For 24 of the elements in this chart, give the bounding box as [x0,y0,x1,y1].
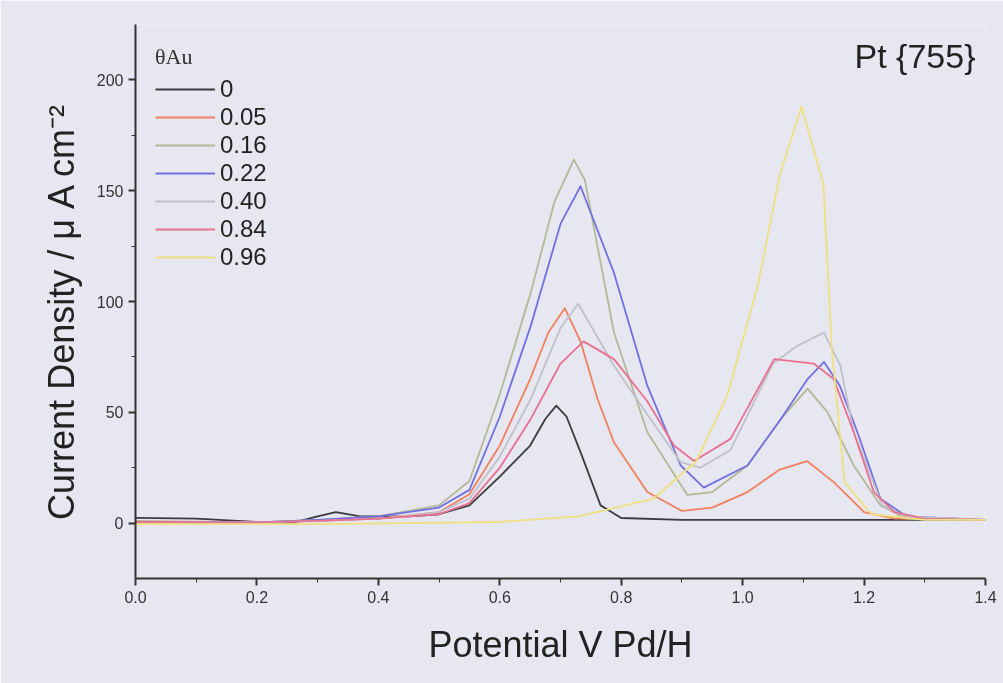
x-tick-label: 1.4 [974,588,997,606]
y-tick-label: 50 [105,404,124,422]
legend-title: θAu [155,44,194,70]
x-tick-label: 0.8 [610,588,633,606]
x-tick-label: 1.2 [852,588,876,606]
y-tick-label: 150 [96,182,124,200]
legend-label: 0.96 [220,243,267,271]
x-tick-label: 0.2 [245,588,269,606]
legend-label: 0.40 [220,187,267,215]
y-tick-label: 100 [96,293,124,311]
y-axis-title: Current Density / μ A cm⁻² [40,105,82,520]
y-tick-label: 0 [114,515,124,533]
x-tick-label: 0.4 [367,588,390,606]
legend-label: 0.22 [220,159,267,187]
y-tick-label: 200 [96,71,124,89]
x-tick-label: 0.6 [488,588,512,606]
annotation: Pt {755} [854,36,976,75]
legend-label: 0.84 [220,215,267,243]
legend-label: 0 [220,75,235,103]
legend-label: 0.05 [220,103,267,131]
legend-label: 0.16 [220,131,267,159]
x-tick-label: 1.0 [731,588,754,606]
x-axis-title: Potential V Pd/H [428,623,693,665]
x-tick-label: 0.0 [124,588,147,606]
